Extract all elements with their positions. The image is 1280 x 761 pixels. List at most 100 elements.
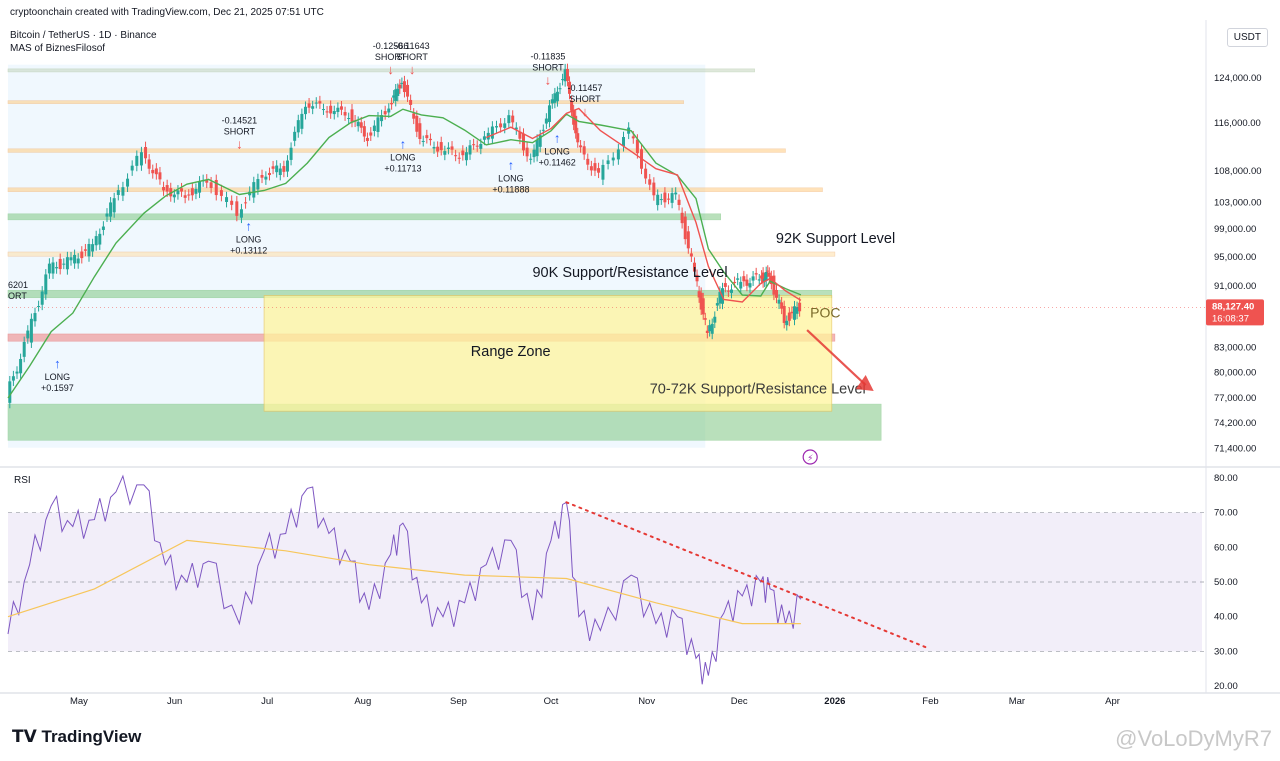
- lightning-icon[interactable]: [802, 449, 818, 465]
- signal-type: SHORT: [375, 52, 407, 62]
- candle-body: [680, 212, 684, 224]
- candle-body: [73, 254, 77, 264]
- candle-body: [472, 144, 476, 146]
- created-by-text: cryptoonchain created with TradingView.c…: [10, 7, 324, 18]
- candle-body: [798, 302, 802, 312]
- signal-type: SHORT: [224, 126, 256, 136]
- candle-body: [51, 262, 55, 274]
- price-tick-label: 103,000.00: [1214, 198, 1262, 209]
- candle-body: [198, 181, 202, 193]
- candle-body: [252, 182, 256, 198]
- candle-body: [372, 125, 376, 131]
- candle-body: [69, 257, 73, 261]
- candle-body: [558, 88, 562, 90]
- candle-body: [105, 213, 109, 217]
- candle-body: [446, 147, 450, 149]
- candle-body: [101, 226, 105, 230]
- signal-type: LONG: [498, 174, 524, 184]
- candle-body: [194, 188, 198, 194]
- candle-body: [611, 157, 615, 161]
- signal-value: -0.14521: [222, 115, 258, 125]
- candle-body: [777, 299, 781, 304]
- tradingview-logo[interactable]: 𝗧𝗩 TradingView: [12, 727, 141, 747]
- candle-body: [774, 289, 778, 298]
- time-tick-label: Oct: [544, 696, 559, 707]
- level-band: [7, 148, 786, 153]
- lightning-glyph: ⚡: [807, 453, 813, 463]
- candle-body: [311, 106, 315, 109]
- level-band: [7, 213, 721, 221]
- candle-body: [695, 274, 699, 282]
- candle-body: [332, 111, 336, 115]
- sr-90k-label: 90K Support/Resistance Level: [532, 265, 727, 281]
- candle-body: [37, 306, 41, 308]
- candle-body: [214, 179, 218, 196]
- candle-body: [529, 158, 533, 160]
- long-arrow-icon: ↑: [54, 356, 61, 371]
- candle-body: [65, 257, 69, 270]
- candle-body: [296, 120, 300, 133]
- candle-body: [482, 136, 486, 140]
- candle-body: [362, 126, 366, 137]
- candle-body: [535, 139, 539, 157]
- candle-body: [396, 88, 400, 96]
- candle-body: [394, 89, 398, 101]
- candle-body: [144, 147, 148, 159]
- candle-body: [659, 199, 663, 201]
- candle-body: [708, 325, 712, 332]
- candle-body: [593, 163, 597, 171]
- candle-body: [663, 192, 667, 203]
- candle-body: [76, 258, 80, 264]
- candle-body: [518, 131, 522, 139]
- candle-body: [766, 270, 770, 272]
- candle-body: [256, 179, 260, 190]
- rsi-tick-label: 60.00: [1214, 542, 1238, 553]
- candle-body: [58, 258, 62, 270]
- candle-body: [616, 149, 620, 160]
- signal-value: -0.12566: [373, 41, 409, 51]
- candle-body: [787, 312, 791, 321]
- candle-body: [757, 279, 761, 281]
- candle-body: [147, 159, 151, 169]
- candle-body: [314, 102, 318, 104]
- signal-type: LONG: [236, 234, 262, 244]
- signal-type: SHORT: [569, 94, 601, 104]
- last-price-tag[interactable]: [1206, 299, 1264, 326]
- price-tick-label: 108,000.00: [1214, 166, 1262, 177]
- candle-body: [126, 178, 130, 187]
- candle-body: [439, 142, 443, 151]
- candle-body: [764, 272, 768, 281]
- candle-body: [532, 149, 536, 158]
- candle-body: [686, 231, 690, 249]
- time-tick-label: Apr: [1105, 696, 1120, 707]
- candle-body: [406, 84, 410, 97]
- candle-body: [350, 109, 354, 122]
- candle-body: [392, 95, 396, 98]
- candle-body: [713, 316, 717, 323]
- price-tick-label: 74,200.00: [1214, 418, 1256, 429]
- candle-body: [589, 166, 593, 171]
- partial-signal-value: 6201: [8, 280, 28, 290]
- candle-body: [450, 146, 454, 150]
- candle-body: [729, 289, 733, 293]
- candle-body: [83, 249, 87, 251]
- signal-value: +0.11888: [492, 185, 529, 195]
- candle-body: [479, 143, 483, 149]
- candle-body: [579, 145, 583, 148]
- projection-arrow-head: [855, 375, 874, 392]
- candle-body: [376, 117, 380, 132]
- candle-body: [745, 279, 749, 286]
- candle-body: [754, 273, 758, 275]
- candle-body: [151, 169, 155, 174]
- currency-button[interactable]: USDT: [1226, 28, 1268, 47]
- candle-body: [418, 123, 422, 139]
- candle-body: [165, 185, 169, 192]
- short-arrow-icon: ↓: [545, 73, 552, 88]
- price-tick-label: 116,000.00: [1214, 118, 1261, 129]
- candle-body: [267, 172, 271, 176]
- signal-type: SHORT: [532, 63, 564, 73]
- candle-body: [412, 113, 416, 119]
- signal-type: LONG: [45, 372, 71, 382]
- rsi-line: [7, 474, 802, 685]
